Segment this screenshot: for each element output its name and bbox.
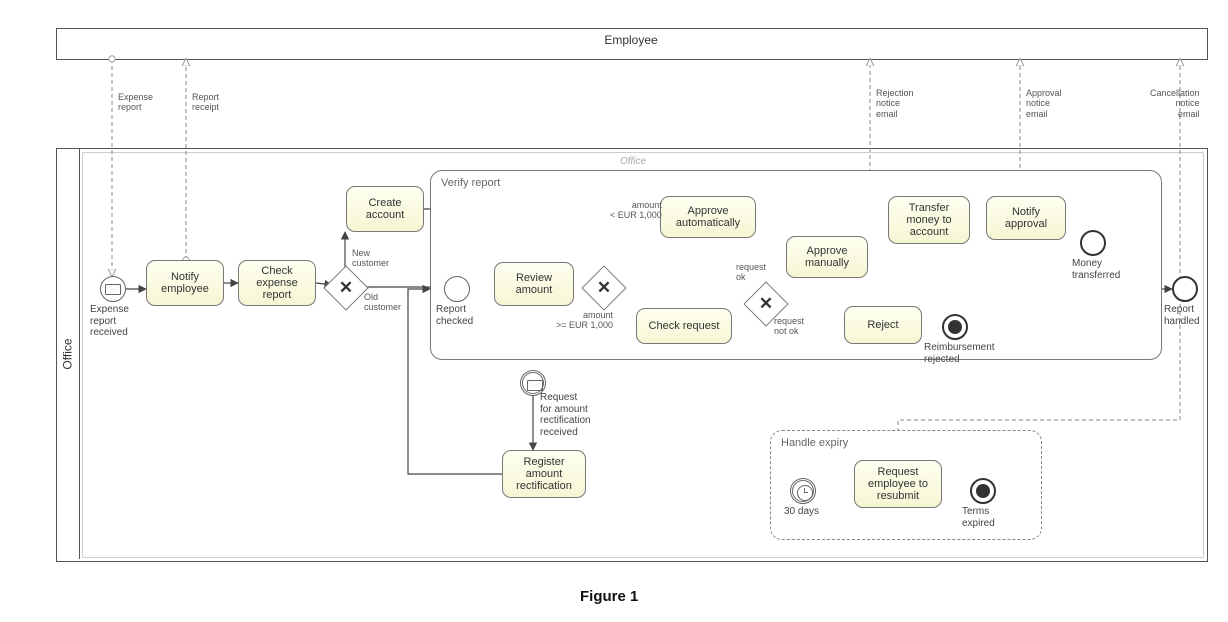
task-approve-auto: Approve automatically: [660, 196, 756, 238]
task-review-amount: Review amount: [494, 262, 574, 306]
edge-label-request-ok: request ok: [736, 262, 766, 283]
msg-label-expense-report: Expense report: [118, 92, 153, 113]
timer-event-30days-label: 30 days: [784, 506, 819, 518]
task-request-resubmit: Request employee to resubmit: [854, 460, 942, 508]
task-register-rectification: Register amount rectification: [502, 450, 586, 498]
edge-label-request-not-ok: request not ok: [774, 316, 804, 337]
task-transfer-money: Transfer money to account: [888, 196, 970, 244]
end-event-report-handled: [1172, 276, 1198, 302]
end-event-reimb-rejected-label: Reimbursement rejected: [924, 342, 995, 365]
bpmn-canvas: Employee Office Office: [0, 0, 1228, 622]
msg-label-report-receipt: Report receipt: [192, 92, 219, 113]
subprocess-expiry-title: Handle expiry: [781, 437, 848, 449]
start-event-verify: [444, 276, 470, 302]
msg-label-rejection-email: Rejection notice email: [876, 88, 914, 119]
pool-employee-title: Employee: [56, 33, 1206, 47]
subprocess-verify-title: Verify report: [441, 177, 500, 189]
end-event-money-transferred-label: Money transferred: [1072, 258, 1120, 281]
event-rectification-received-label: Request for amount rectification receive…: [540, 392, 591, 438]
edge-label-ge1000: amount >= EUR 1,000: [556, 310, 613, 331]
start-event-verify-label: Report checked: [436, 304, 473, 327]
msg-label-approval-email: Approval notice email: [1026, 88, 1062, 119]
task-approve-manual: Approve manually: [786, 236, 868, 278]
end-event-report-handled-label: Report handled: [1164, 304, 1200, 327]
end-event-terms-expired-label: Terms expired: [962, 506, 995, 529]
start-event-main: [100, 276, 126, 302]
task-check-request: Check request: [636, 308, 732, 344]
task-create-account: Create account: [346, 186, 424, 232]
edge-label-old-customer: Old customer: [364, 292, 401, 313]
task-notify-approval: Notify approval: [986, 196, 1066, 240]
task-reject: Reject: [844, 306, 922, 344]
end-event-money-transferred: [1080, 230, 1106, 256]
timer-event-30days: [790, 478, 816, 504]
edge-label-new-customer: New customer: [352, 248, 389, 269]
end-event-reimb-rejected: [942, 314, 968, 340]
pool-office-title: Office: [57, 149, 80, 559]
edge-label-lt1000: amount < EUR 1,000: [610, 200, 662, 221]
office-inner-label: Office: [620, 156, 646, 168]
task-notify-employee: Notify employee: [146, 260, 224, 306]
end-event-terms-expired: [970, 478, 996, 504]
start-event-main-label: Expense report received: [90, 304, 129, 339]
task-check-expense: Check expense report: [238, 260, 316, 306]
figure-caption: Figure 1: [580, 588, 638, 605]
msg-label-cancellation-email: Cancellation notice email: [1150, 88, 1200, 119]
